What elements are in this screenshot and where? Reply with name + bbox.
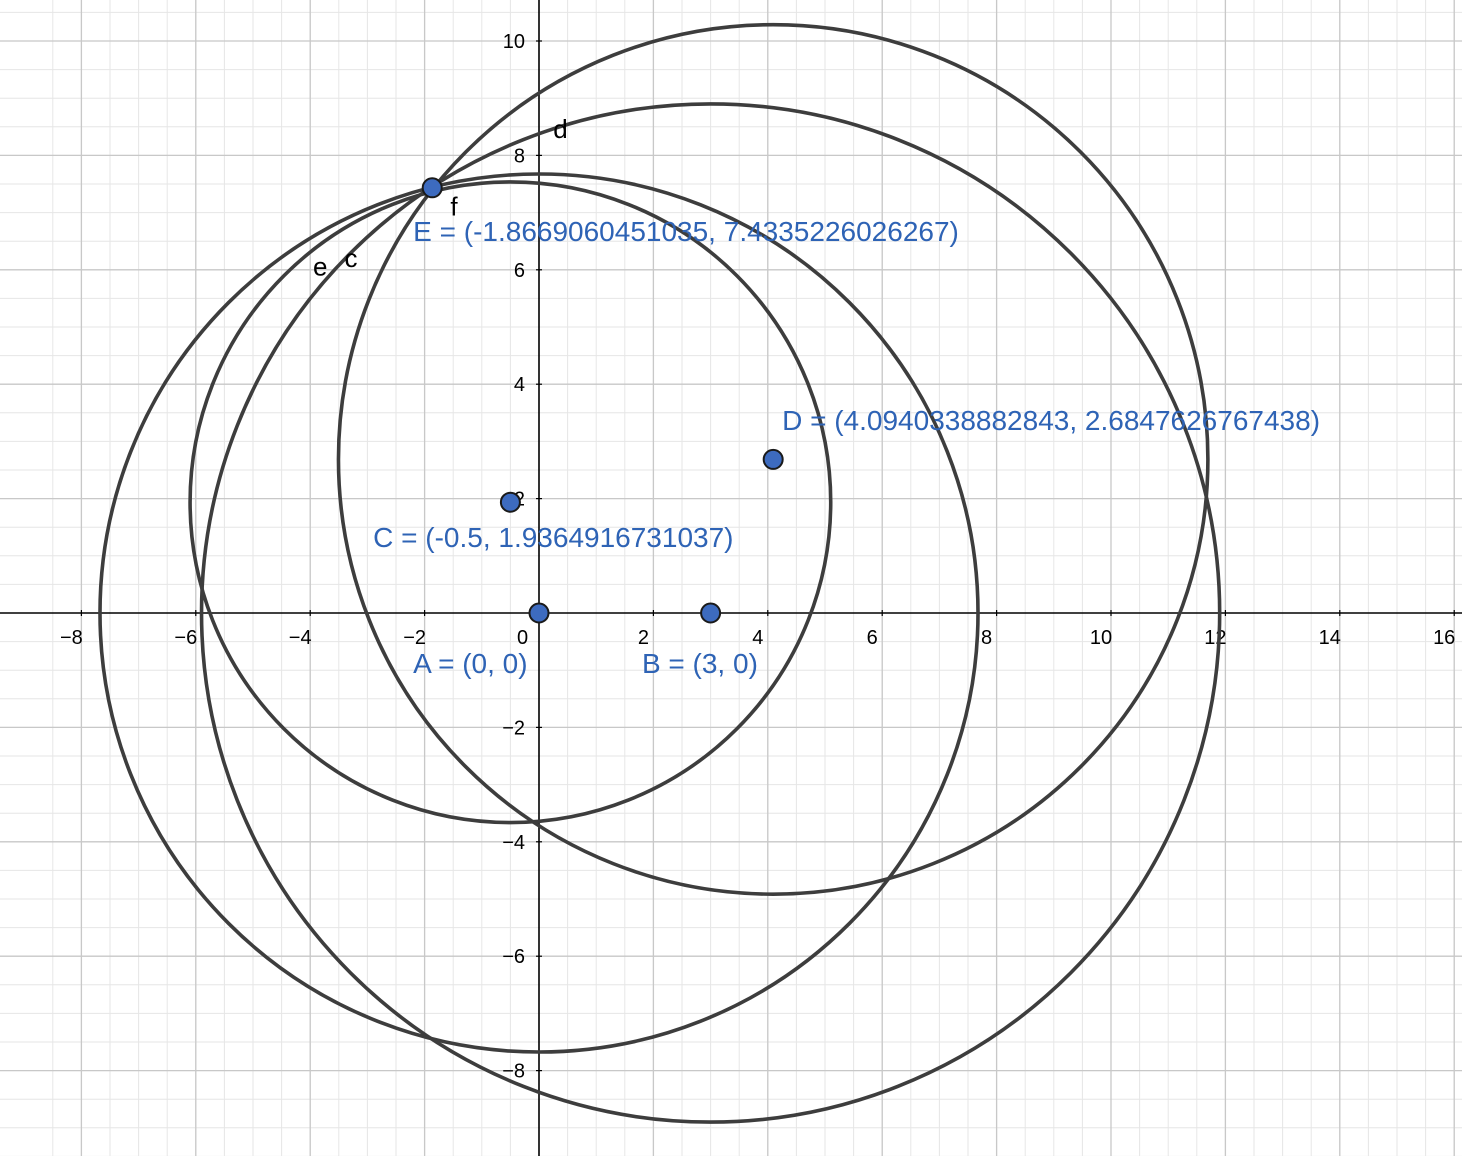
point-c-label: C = (-0.5, 1.9364916731037) (373, 522, 733, 553)
circle-c[interactable] (188, 180, 833, 825)
x-tick-label: −2 (403, 627, 426, 649)
x-tick-label: 6 (867, 627, 878, 649)
point-b-label: B = (3, 0) (642, 648, 758, 679)
x-tick-label: 4 (752, 627, 763, 649)
x-tick-label: 14 (1319, 627, 1341, 649)
y-tick-label: −4 (502, 832, 525, 854)
point-e[interactable] (421, 177, 443, 199)
curve-label-d: d (553, 114, 567, 144)
y-tick-label: 8 (514, 145, 525, 167)
circles (98, 22, 1222, 1124)
x-tick-label: 8 (981, 627, 992, 649)
y-tick-label: 4 (514, 374, 525, 396)
point-b[interactable] (700, 602, 722, 624)
points: A = (0, 0) B = (3, 0) C = (-0.5, 1.9364916… (373, 177, 1320, 679)
x-tick-label: 10 (1090, 627, 1112, 649)
x-tick-label: 12 (1204, 627, 1226, 649)
curve-labels: d f e c (313, 114, 568, 281)
y-tick-label: −2 (502, 717, 525, 739)
y-tick-label: −6 (502, 946, 525, 968)
point-e-label: E = (-1.8669060451035, 7.4335226026267) (413, 216, 959, 247)
y-tick-label: −8 (502, 1061, 525, 1083)
x-tick-label: −8 (60, 627, 83, 649)
point-c[interactable] (499, 491, 521, 513)
curve-label-c: c (345, 243, 358, 273)
x-tick-label: 16 (1433, 627, 1455, 649)
circle-e[interactable] (98, 172, 980, 1054)
x-tick-label: −4 (289, 627, 312, 649)
y-tick-label: 6 (514, 260, 525, 282)
point-a-label: A = (0, 0) (413, 648, 527, 679)
circle-d[interactable] (199, 102, 1222, 1124)
circle-f[interactable] (336, 22, 1210, 896)
y-tick-label: 10 (503, 31, 525, 53)
curve-label-f: f (450, 191, 458, 221)
point-d[interactable] (762, 448, 784, 470)
x-tick-label: 2 (638, 627, 649, 649)
x-tick-label: 0 (517, 627, 528, 649)
x-tick-label: −6 (174, 627, 197, 649)
point-a[interactable] (528, 602, 550, 624)
point-d-label: D = (4.0940338882843, 2.6847626767438) (782, 405, 1320, 436)
curve-label-e: e (313, 252, 327, 282)
